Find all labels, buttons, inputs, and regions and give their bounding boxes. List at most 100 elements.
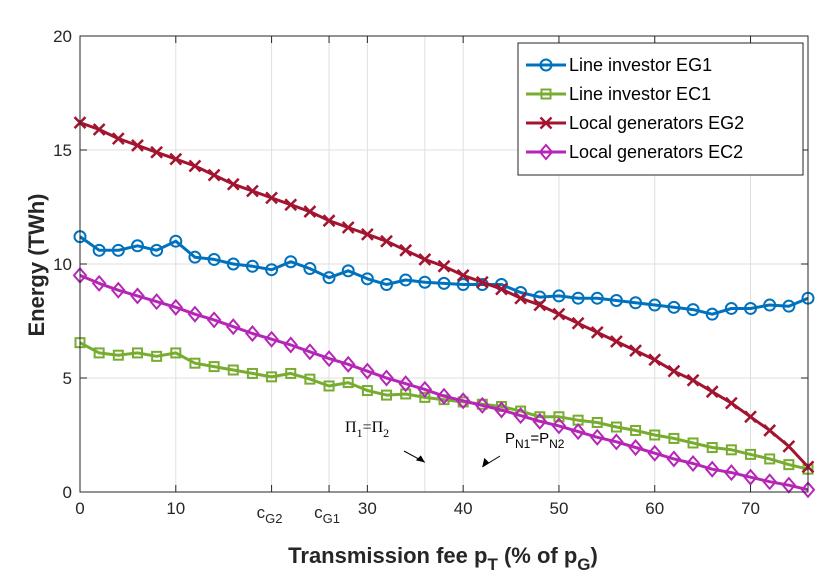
data-point: [398, 375, 414, 393]
x-tick-label: 60: [645, 499, 664, 518]
data-point: [474, 396, 490, 414]
y-tick-label: 20: [53, 27, 72, 46]
special-tick-label: cG1: [314, 503, 340, 526]
data-point: [323, 380, 335, 392]
data-point: [361, 385, 373, 397]
data-point: [304, 373, 316, 385]
series-local-generators-ec2: [72, 266, 816, 499]
data-point: [666, 450, 682, 468]
data-point: [342, 377, 354, 389]
data-point: [725, 444, 737, 456]
y-axis-label: Energy (TWh): [24, 194, 49, 337]
data-point: [724, 396, 738, 410]
data-point: [130, 239, 144, 253]
series-line: [79, 274, 809, 492]
series-line-investor-ec1: [74, 337, 814, 475]
data-point: [763, 424, 777, 437]
legend-label: Line investor EG1: [569, 55, 712, 75]
data-point: [399, 243, 413, 257]
data-point: [266, 371, 278, 383]
data-point: [800, 481, 816, 499]
data-point: [685, 454, 701, 473]
data-point: [169, 234, 183, 248]
data-point: [131, 347, 143, 359]
data-point: [284, 255, 298, 269]
legend-label: Local generators EC2: [569, 142, 743, 162]
data-point: [495, 282, 508, 296]
y-tick-label: 10: [53, 255, 72, 274]
data-point: [111, 132, 125, 145]
x-tick-label: 10: [166, 499, 185, 518]
data-point: [207, 168, 221, 182]
data-point: [169, 152, 183, 166]
data-point: [360, 227, 374, 241]
data-point: [208, 361, 220, 373]
data-point: [284, 198, 298, 212]
data-point: [533, 298, 547, 312]
data-point: [93, 347, 105, 359]
data-point: [745, 448, 757, 460]
data-point: [648, 353, 662, 367]
data-point: [609, 293, 623, 307]
data-point: [783, 459, 795, 471]
data-point: [112, 349, 124, 361]
data-point: [553, 411, 565, 423]
data-point: [417, 380, 433, 398]
legend-item: Line investor EC1: [526, 84, 711, 104]
data-point: [283, 336, 299, 354]
data-point: [111, 243, 125, 257]
data-point: [130, 287, 145, 305]
data-point: [150, 243, 164, 257]
data-point: [609, 433, 624, 451]
data-point: [92, 243, 106, 257]
data-point: [151, 350, 163, 362]
data-point: [686, 303, 700, 317]
special-tick-label: cG2: [257, 503, 283, 526]
data-point: [265, 263, 279, 277]
data-point: [418, 253, 432, 266]
data-point: [321, 350, 337, 368]
data-point: [782, 440, 796, 453]
legend: Line investor EG1 Line investor EC1 Local …: [517, 42, 804, 176]
data-point: [782, 299, 796, 313]
data-point: [724, 464, 739, 482]
data-point: [380, 278, 394, 292]
data-point: [189, 357, 201, 369]
data-point: [628, 439, 643, 457]
data-point: [207, 252, 221, 266]
data-point: [475, 275, 489, 289]
data-point: [456, 269, 470, 282]
x-tick-label: 70: [741, 499, 760, 518]
data-point: [763, 298, 777, 312]
data-point: [227, 364, 239, 376]
data-point: [131, 139, 144, 152]
data-point: [436, 387, 452, 405]
data-point: [667, 364, 681, 378]
series-line: [79, 341, 809, 471]
data-point: [418, 275, 432, 289]
data-point: [706, 442, 718, 454]
data-point: [285, 367, 297, 379]
data-point: [610, 335, 623, 348]
axes: [79, 35, 809, 493]
data-point: [704, 460, 720, 478]
data-point: [533, 290, 547, 304]
legend-item: Local generators EC2: [526, 142, 743, 162]
data-point: [225, 318, 241, 336]
data-point: [540, 88, 552, 100]
data-point: [667, 300, 681, 314]
data-point: [187, 305, 203, 323]
x-tick-label: 40: [454, 499, 473, 518]
data-point: [188, 159, 202, 173]
data-point: [456, 278, 470, 292]
data-point: [437, 276, 451, 290]
data-point: [245, 325, 260, 343]
y-tick-label: 0: [63, 483, 72, 502]
data-point: [649, 429, 661, 441]
data-point: [647, 444, 663, 462]
data-point: [538, 143, 554, 161]
data-point: [668, 432, 680, 444]
data-point: [455, 392, 471, 410]
data-point: [188, 250, 202, 264]
data-point: [551, 417, 567, 435]
